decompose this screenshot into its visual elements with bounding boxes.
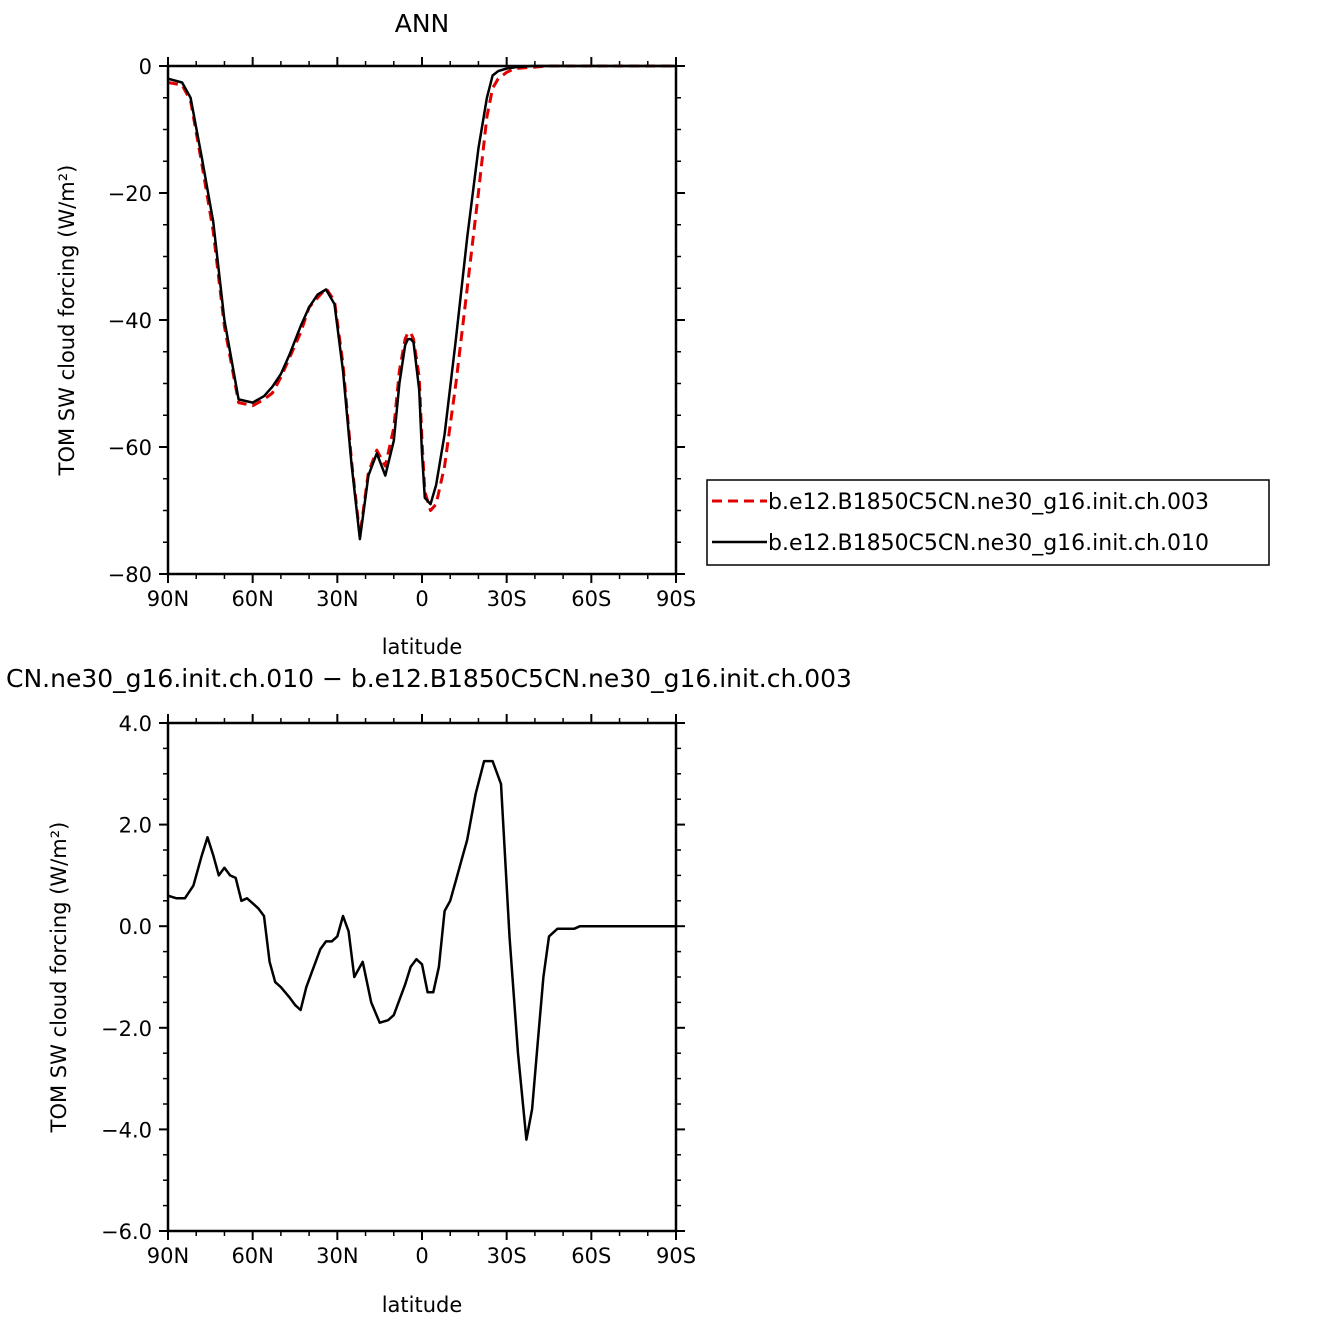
- y-tick-label: 0: [139, 55, 152, 79]
- y-tick-label: 0.0: [119, 915, 152, 939]
- bottom-title: CN.ne30_g16.init.ch.010 − b.e12.B1850C5C…: [6, 664, 852, 693]
- bottom-tick-labels: 90N 60N 30N 0 30S 60S 90S 4.0 2.0 0.0 −2.0 −4.0 −6.0: [101, 712, 696, 1268]
- bottom-y-axis-label: TOM SW cloud forcing (W/m²): [47, 822, 71, 1134]
- top-y-axis-label: TOM SW cloud forcing (W/m²): [55, 165, 79, 477]
- y-tick-label: −80: [108, 563, 152, 587]
- x-tick-label: 30N: [316, 1244, 358, 1268]
- top-title: ANN: [395, 9, 450, 38]
- y-tick-label: −2.0: [101, 1017, 152, 1041]
- legend-label-series-2: b.e12.B1850C5CN.ne30_g16.init.ch.010: [768, 531, 1209, 556]
- top-ticks: [159, 57, 685, 583]
- y-tick-label: −20: [108, 182, 152, 206]
- bottom-panel: CN.ne30_g16.init.ch.010 − b.e12.B1850C5C…: [6, 664, 852, 1317]
- legend: b.e12.B1850C5CN.ne30_g16.init.ch.003 b.e…: [706, 479, 1270, 566]
- y-tick-label: −60: [108, 436, 152, 460]
- bottom-ticks: [159, 714, 685, 1240]
- x-tick-label: 60S: [571, 1244, 611, 1268]
- x-tick-label: 30S: [487, 1244, 527, 1268]
- top-panel: ANN 90N 60N 30N 0 30S 60S 90S 0 −20 −40 −60 −80 lat…: [55, 9, 696, 659]
- bottom-x-axis-label: latitude: [382, 1293, 463, 1317]
- x-tick-label: 0: [415, 587, 428, 611]
- x-tick-label: 90S: [656, 1244, 696, 1268]
- legend-label-series-1: b.e12.B1850C5CN.ne30_g16.init.ch.003: [768, 490, 1209, 515]
- x-tick-label: 60S: [571, 587, 611, 611]
- bottom-series-lines: [167, 759, 676, 1141]
- y-tick-label: −40: [108, 309, 152, 333]
- top-plot-frame: [166, 64, 678, 576]
- series-line-1: [167, 759, 676, 1141]
- x-tick-label: 60N: [231, 587, 273, 611]
- x-tick-label: 90N: [147, 1244, 189, 1268]
- y-tick-label: 4.0: [119, 712, 152, 736]
- x-tick-label: 0: [415, 1244, 428, 1268]
- series-line-2: [167, 64, 676, 541]
- top-x-axis-label: latitude: [382, 635, 463, 659]
- x-tick-label: 30N: [316, 587, 358, 611]
- bottom-plot-frame: [166, 721, 678, 1233]
- top-tick-labels: 90N 60N 30N 0 30S 60S 90S 0 −20 −40 −60 −80: [108, 55, 696, 611]
- x-tick-label: 30S: [487, 587, 527, 611]
- x-tick-label: 90N: [147, 587, 189, 611]
- x-tick-label: 90S: [656, 587, 696, 611]
- x-tick-label: 60N: [231, 1244, 273, 1268]
- top-series-lines: [167, 64, 676, 541]
- y-tick-label: −6.0: [101, 1220, 152, 1244]
- legend-box: [706, 479, 1270, 566]
- y-tick-label: −4.0: [101, 1118, 152, 1142]
- y-tick-label: 2.0: [119, 814, 152, 838]
